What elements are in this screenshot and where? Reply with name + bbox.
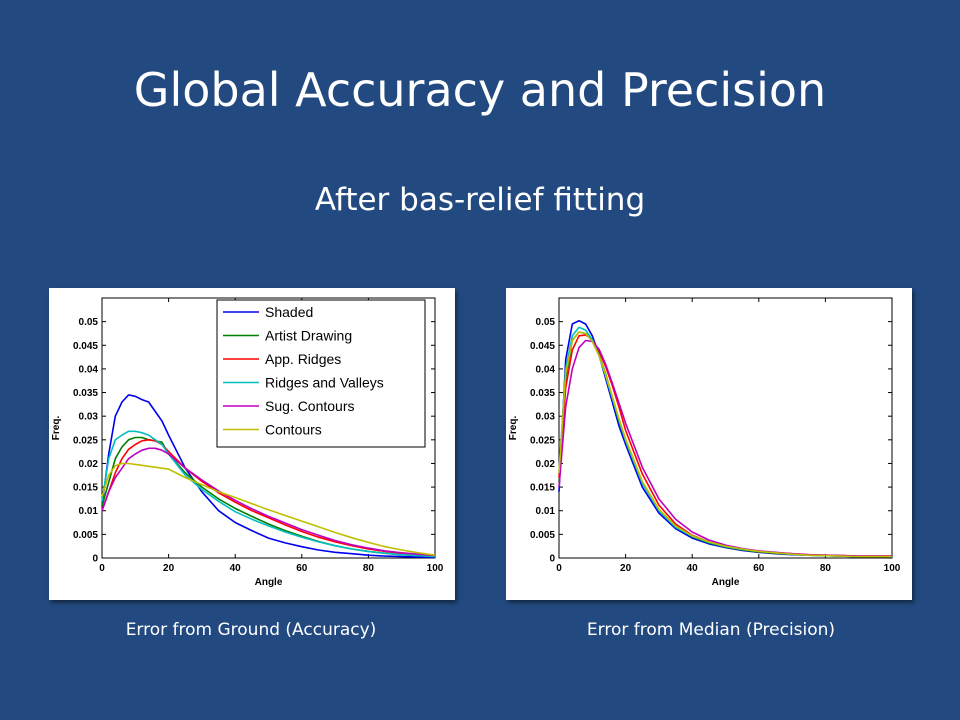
x-tick-label: 100 [427, 563, 444, 574]
y-tick-label: 0.035 [530, 388, 555, 399]
x-tick-label: 60 [753, 563, 765, 574]
series-line-3 [101, 430, 436, 558]
legend-entry: Ridges and Valleys [265, 375, 384, 391]
x-tick-label: 0 [556, 563, 562, 574]
y-tick-label: 0.03 [536, 412, 556, 423]
series-line-2 [101, 439, 436, 557]
x-tick-label: 0 [99, 563, 105, 574]
legend-entry: Artist Drawing [265, 328, 352, 344]
slide-title: Global Accuracy and Precision [133, 63, 827, 117]
y-axis-label: Freq. [508, 416, 519, 441]
y-tick-label: 0.01 [79, 506, 99, 517]
y-tick-label: 0.01 [536, 506, 556, 517]
y-tick-label: 0.05 [79, 317, 99, 328]
x-tick-label: 40 [230, 563, 242, 574]
x-tick-label: 60 [296, 563, 308, 574]
x-tick-label: 20 [163, 563, 175, 574]
series-line-4 [101, 447, 436, 557]
y-tick-label: 0.03 [79, 412, 99, 423]
y-tick-label: 0.015 [73, 483, 98, 494]
y-axis-label: Freq. [51, 416, 62, 441]
y-tick-label: 0.005 [530, 530, 555, 541]
y-tick-label: 0.025 [530, 435, 555, 446]
legend-entry: Shaded [265, 304, 313, 320]
series-line-5 [101, 462, 436, 556]
precision-caption: Error from Median (Precision) [586, 620, 836, 640]
precision-chart: 0 0.005 0.01 0.015 0.02 0.025 0.03 0.035 0.04 0.0… [508, 297, 901, 588]
y-tick-label: 0.025 [73, 435, 98, 446]
x-tick-label: 100 [884, 563, 901, 574]
y-tick-label: 0 [92, 554, 98, 565]
legend-entry: Sug. Contours [265, 398, 355, 414]
legend-box [216, 299, 426, 448]
legend: Shaded Artist Drawing App. Ridges Ridges an… [216, 299, 426, 448]
x-tick-label: 80 [363, 563, 375, 574]
accuracy-chart-panel: 0 0.005 0.01 0.015 0.02 0.025 0.03 0.035 0.04 0.0… [49, 288, 455, 600]
y-tick-label: 0 [549, 554, 555, 565]
plot-area [558, 297, 893, 559]
slide-subtitle: After bas-relief fitting [314, 182, 646, 218]
x-axis-label: Angle [255, 577, 283, 588]
legend-entry: App. Ridges [265, 351, 341, 367]
series-line-0 [101, 394, 436, 559]
y-tick-label: 0.045 [73, 341, 98, 352]
x-tick-label: 80 [820, 563, 832, 574]
precision-chart-panel: 0 0.005 0.01 0.015 0.02 0.025 0.03 0.035 0.04 0.0… [506, 288, 912, 600]
y-tick-label: 0.005 [73, 530, 98, 541]
x-axis-label: Angle [712, 577, 740, 588]
y-tick-label: 0.04 [79, 364, 99, 375]
series-line-5 [558, 331, 892, 558]
y-tick-label: 0.04 [536, 364, 556, 375]
accuracy-chart: 0 0.005 0.01 0.015 0.02 0.025 0.03 0.035 0.04 0.0… [51, 297, 444, 588]
x-tick-label: 20 [620, 563, 632, 574]
y-tick-label: 0.045 [530, 341, 555, 352]
x-tick-label: 40 [687, 563, 699, 574]
y-tick-label: 0.035 [73, 388, 98, 399]
y-tick-label: 0.015 [530, 483, 555, 494]
y-tick-label: 0.02 [536, 459, 556, 470]
y-tick-label: 0.05 [536, 317, 556, 328]
legend-entry: Contours [265, 422, 322, 438]
y-tick-label: 0.02 [79, 459, 99, 470]
accuracy-caption: Error from Ground (Accuracy) [125, 620, 377, 640]
